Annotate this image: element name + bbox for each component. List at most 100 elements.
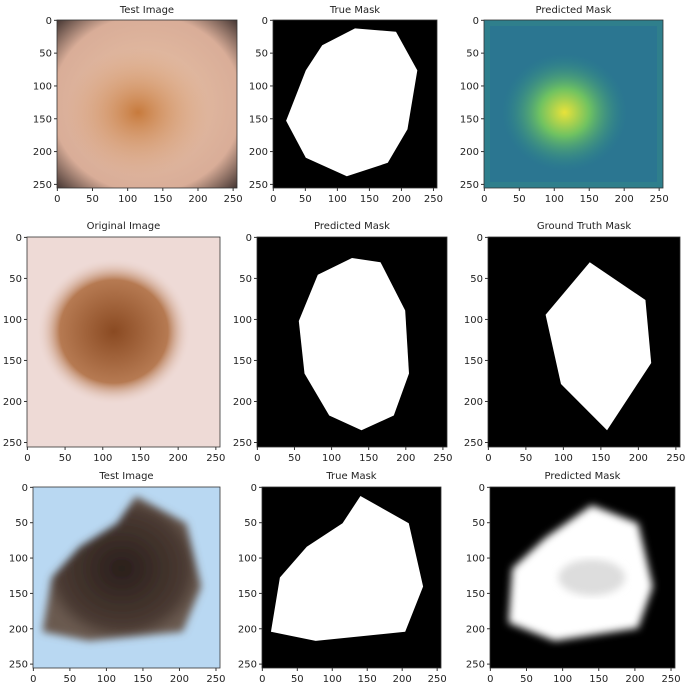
- x-tick-label: 50: [520, 453, 533, 464]
- x-tick-label: 50: [291, 674, 304, 685]
- x-tick-label: 200: [615, 194, 634, 205]
- panel-title: Original Image: [87, 221, 161, 232]
- x-tick-label: 150: [591, 453, 610, 464]
- y-tick-label: 150: [238, 589, 257, 600]
- image: [57, 20, 237, 188]
- panel-title: Ground Truth Mask: [537, 221, 631, 232]
- x-tick-label: 100: [118, 194, 137, 205]
- x-tick-label: 250: [206, 453, 225, 464]
- mask: [270, 496, 424, 641]
- x-tick-label: 200: [625, 674, 644, 685]
- x-tick-label: 150: [580, 194, 599, 205]
- y-tick-label: 100: [233, 315, 252, 326]
- lesion: [42, 496, 202, 641]
- x-tick-label: 200: [396, 453, 415, 464]
- y-tick-label: 200: [33, 147, 52, 158]
- y-tick-label: 50: [244, 518, 257, 529]
- y-tick-label: 250: [466, 660, 485, 671]
- y-tick-label: 150: [249, 114, 268, 125]
- x-tick-label: 250: [433, 453, 452, 464]
- y-tick-label: 0: [473, 16, 479, 27]
- y-tick-label: 150: [33, 114, 52, 125]
- x-tick-label: 150: [358, 674, 377, 685]
- x-tick-label: 100: [322, 453, 341, 464]
- x-tick-label: 50: [513, 194, 526, 205]
- y-tick-label: 200: [249, 147, 268, 158]
- y-tick-label: 50: [470, 274, 483, 285]
- x-tick-label: 200: [392, 194, 411, 205]
- x-tick-label: 150: [153, 194, 172, 205]
- x-tick-label: 50: [299, 194, 312, 205]
- y-tick-label: 150: [233, 356, 252, 367]
- x-tick-label: 0: [270, 194, 276, 205]
- x-tick-label: 200: [169, 453, 188, 464]
- y-tick-label: 0: [262, 16, 268, 27]
- mask: [298, 258, 409, 431]
- panel-title: True Mask: [329, 5, 380, 16]
- image: [488, 237, 680, 447]
- y-tick-label: 100: [466, 554, 485, 565]
- panel-title: Predicted Mask: [536, 5, 612, 16]
- x-tick-label: 0: [54, 194, 60, 205]
- y-tick-label: 200: [233, 397, 252, 408]
- y-tick-label: 250: [3, 438, 22, 449]
- image: [484, 20, 663, 188]
- x-tick-label: 250: [666, 453, 685, 464]
- y-tick-label: 150: [3, 356, 22, 367]
- y-tick-label: 0: [479, 483, 485, 494]
- image: [273, 20, 437, 188]
- x-tick-label: 0: [487, 674, 493, 685]
- image-frame: [489, 486, 676, 669]
- y-tick-label: 100: [238, 554, 257, 565]
- lesion: [36, 258, 192, 405]
- x-tick-label: 0: [24, 453, 30, 464]
- image: [262, 487, 441, 668]
- y-tick-label: 100: [464, 315, 483, 326]
- mask: [545, 262, 652, 431]
- y-tick-label: 150: [9, 589, 28, 600]
- x-tick-label: 100: [545, 194, 564, 205]
- x-tick-label: 250: [224, 194, 243, 205]
- y-tick-label: 250: [9, 660, 28, 671]
- image-frame: [487, 236, 681, 448]
- y-tick-label: 200: [238, 624, 257, 635]
- image-frame: [56, 19, 238, 189]
- x-tick-label: 250: [424, 194, 443, 205]
- x-tick-label: 150: [131, 453, 150, 464]
- x-tick-label: 50: [86, 194, 99, 205]
- image: [27, 237, 220, 447]
- mask: [286, 28, 418, 177]
- y-tick-label: 200: [466, 624, 485, 635]
- panel-title: Predicted Mask: [314, 221, 390, 232]
- x-tick-label: 100: [328, 194, 347, 205]
- y-tick-label: 150: [464, 356, 483, 367]
- x-tick-label: 100: [97, 674, 116, 685]
- x-tick-label: 0: [30, 674, 36, 685]
- y-tick-label: 200: [464, 397, 483, 408]
- x-tick-label: 100: [323, 674, 342, 685]
- image-frame: [483, 19, 664, 189]
- x-tick-label: 100: [553, 674, 572, 685]
- x-tick-label: 50: [64, 674, 77, 685]
- x-tick-label: 200: [629, 453, 648, 464]
- y-tick-label: 100: [460, 81, 479, 92]
- image-frame: [32, 486, 221, 669]
- y-tick-label: 100: [9, 554, 28, 565]
- y-tick-label: 250: [249, 180, 268, 191]
- x-tick-label: 50: [59, 453, 72, 464]
- panel-title: Predicted Mask: [545, 471, 621, 482]
- y-tick-label: 50: [472, 518, 485, 529]
- x-tick-label: 200: [170, 674, 189, 685]
- y-tick-label: 50: [466, 49, 479, 60]
- y-tick-label: 200: [9, 624, 28, 635]
- y-tick-label: 200: [3, 397, 22, 408]
- y-tick-label: 250: [233, 438, 252, 449]
- x-tick-label: 250: [428, 674, 447, 685]
- y-tick-label: 0: [22, 483, 28, 494]
- panel-title: True Mask: [325, 471, 376, 482]
- y-tick-label: 0: [16, 233, 22, 244]
- y-tick-label: 50: [9, 274, 22, 285]
- x-tick-label: 200: [188, 194, 207, 205]
- x-tick-label: 0: [481, 194, 487, 205]
